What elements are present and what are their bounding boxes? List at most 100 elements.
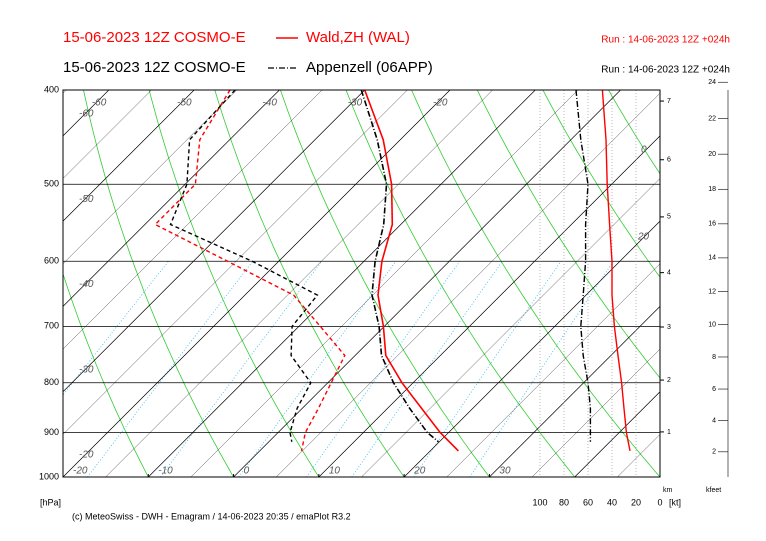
y-axis-label: [hPa] [40,497,61,507]
kfeet-tick-label: 4 [712,417,716,424]
km-tick-label: 2 [667,377,671,384]
isotherm [63,90,323,350]
footer: (c) MeteoSwiss - DWH - Emagram / 14-06-2… [72,511,351,521]
model-title: 15-06-2023 12Z COSMO-E [63,59,246,76]
kfeet-tick-label: 12 [708,288,716,295]
km-label: km [663,487,673,494]
isotherm [105,90,493,477]
x-tick-label: -20 [73,466,88,477]
kfeet-tick-label: 2 [712,449,716,456]
mixing-ratio-line [413,261,562,477]
run-label: Run : 14-06-2023 12Z +024h [601,65,730,76]
dry-adiabat [63,272,149,477]
isotherm [190,90,579,477]
km-tick-label: 6 [667,157,671,164]
isotherm [63,90,280,307]
isotherm [489,305,660,477]
isotherm-label: -50 [177,98,192,109]
y-tick-label: 1000 [39,471,59,481]
wind-tick-label: 80 [559,497,569,507]
isotherm [63,90,195,222]
y-tick-label: 700 [44,321,59,331]
isotherm [63,90,152,179]
temperature-profile [360,89,440,443]
km-tick-label: 1 [667,429,671,436]
plot-background [63,90,660,477]
model-title: 15-06-2023 12Z COSMO-E [63,29,246,46]
kfeet-tick-label: 24 [708,79,716,86]
x-tick-label: 10 [329,466,341,477]
kfeet-tick-label: 18 [708,186,716,193]
x-tick-label: 20 [413,466,426,477]
dry-adiabat [542,90,660,278]
plot-frame [62,89,661,478]
kfeet-tick-label: 20 [708,151,716,158]
wind-tick-label: 60 [583,497,593,507]
y-tick-label: 900 [44,427,59,437]
isotherm [531,348,660,477]
kfeet-tick-label: 10 [708,321,716,328]
isotherm [574,391,660,477]
isotherm-label: -20 [79,450,94,461]
dry-adiabat [345,90,576,477]
x-tick-label: -10 [158,466,173,477]
km-tick-label: 7 [667,98,671,105]
dry-adiabat [608,90,660,175]
side-label: 0 [641,145,647,156]
legend-label: Wald,ZH (WAL) [306,29,410,46]
isotherm [403,220,660,477]
km-tick-label: 5 [667,214,671,221]
x-tick-label: 30 [499,466,511,477]
isotherm [276,92,660,477]
y-tick-label: 400 [44,84,59,94]
isotherm [63,90,408,435]
kfeet-tick-label: 8 [712,354,716,361]
dewpoint-profile [169,89,319,442]
y-tick-label: 600 [44,256,59,266]
legend-label: Appenzell (06APP) [306,59,433,76]
dry-adiabat [83,90,234,477]
temperature-profile [363,89,459,452]
isotherm [63,90,365,393]
isotherm-label: -60 [79,108,94,119]
kfeet-tick-label: 22 [708,115,716,122]
isotherm [233,90,621,477]
isotherm-label: -50 [79,194,94,205]
dry-adiabat [476,90,660,379]
x-tick-label: 0 [244,466,250,477]
wind-tick-label: 20 [631,497,641,507]
dewpoint-profile [154,89,346,452]
isotherm-label: -40 [79,279,94,290]
isotherm-label: -40 [262,98,277,109]
side-label: 20 [637,232,650,243]
isotherm [446,263,660,477]
dry-adiabat [279,90,490,477]
y-tick-label: 500 [44,179,59,189]
wind-tick-label: 40 [607,497,617,507]
wind-tick-label: 100 [532,497,547,507]
isotherm [148,90,536,477]
isotherm-label: -30 [79,364,94,375]
wind-axis-label: [kt] [669,497,681,507]
kfeet-tick-label: 14 [708,255,716,262]
dry-adiabat [214,90,405,477]
km-tick-label: 4 [667,269,671,276]
wind-speed-profile [601,89,631,452]
kfeet-label: kfeet [706,487,721,494]
y-tick-label: 800 [44,377,59,387]
wind-speed-profile [575,89,592,442]
isotherm [361,178,660,477]
kfeet-tick-label: 6 [712,386,716,393]
isotherm [63,90,237,265]
kfeet-tick-label: 16 [708,221,716,228]
dry-adiabat [411,90,660,477]
isotherm [318,135,660,477]
isotherm-label: -20 [433,98,448,109]
wind-tick-label: 0 [657,497,662,507]
run-label: Run : 14-06-2023 12Z +024h [601,35,730,46]
isotherm-label: -60 [92,98,107,109]
isotherm-label: -30 [348,98,363,109]
mixing-ratio-line [87,261,254,477]
